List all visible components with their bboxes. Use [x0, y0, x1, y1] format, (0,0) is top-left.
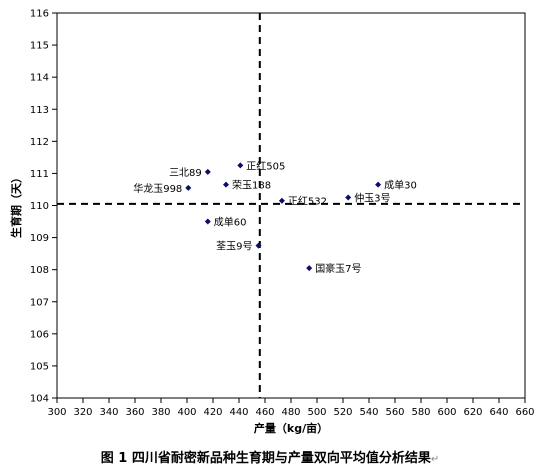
y-axis-ticks: 104 105 106 107 108 109 110 111 112 113 114 115 116 [30, 9, 57, 405]
point-label: 荃玉9号 [216, 240, 252, 253]
point-label: 成单60 [214, 217, 247, 229]
point-marker [223, 181, 229, 188]
x-tick-label: 300 [47, 407, 66, 418]
x-tick-label: 480 [281, 407, 300, 418]
y-tick-label: 107 [30, 297, 49, 308]
point-marker [345, 194, 352, 201]
x-tick-label: 460 [255, 407, 274, 418]
x-tick-label: 520 [333, 407, 352, 418]
x-tick-label: 340 [99, 407, 118, 418]
x-tick-label: 580 [411, 407, 430, 418]
x-tick-label: 560 [385, 407, 404, 418]
x-tick-label: 440 [229, 407, 248, 418]
point-marker [185, 184, 192, 191]
x-tick-label: 380 [151, 407, 170, 418]
y-tick-label: 116 [30, 9, 49, 20]
caption-return-mark: ↵ [431, 454, 439, 465]
x-tick-label: 640 [489, 407, 508, 418]
y-tick-label: 110 [30, 201, 49, 212]
point-label: 仲玉3号 [354, 191, 390, 204]
figure-caption: 图 1 四川省耐密新品种生育期与产量双向平均值分析结果↵ [101, 450, 440, 466]
point-label: 荣玉188 [232, 180, 271, 192]
y-tick-label: 109 [30, 233, 49, 244]
y-tick-label: 113 [30, 105, 49, 116]
point-label: 正红532 [288, 195, 327, 208]
x-axis-title: 产量（kg/亩） [254, 421, 328, 435]
x-tick-label: 500 [307, 407, 326, 418]
y-tick-label: 115 [30, 41, 49, 52]
point-marker [204, 168, 211, 175]
x-tick-label: 420 [203, 407, 222, 418]
plot-area [56, 12, 526, 399]
point-marker [255, 242, 262, 249]
point-label: 国豪玉7号 [315, 262, 361, 275]
point-label: 华龙玉998 [133, 182, 182, 195]
y-tick-label: 104 [30, 394, 49, 405]
y-tick-label: 105 [30, 361, 49, 372]
y-tick-label: 112 [30, 137, 49, 148]
point-marker [375, 181, 382, 188]
x-tick-label: 540 [359, 407, 378, 418]
x-tick-label: 400 [177, 407, 196, 418]
point-marker [278, 197, 285, 204]
x-tick-label: 620 [463, 407, 482, 418]
y-tick-label: 106 [30, 329, 49, 340]
point-marker [237, 162, 244, 169]
figure-caption-text: 图 1 四川省耐密新品种生育期与产量双向平均值分析结果 [101, 450, 431, 466]
x-tick-label: 660 [515, 407, 534, 418]
point-label: 正红505 [246, 159, 285, 172]
point-marker [204, 218, 211, 225]
y-tick-label: 111 [30, 169, 49, 180]
point-marker [306, 265, 313, 272]
x-tick-label: 600 [437, 407, 456, 418]
y-axis-title: 生育期（天） [9, 172, 23, 238]
y-tick-label: 114 [30, 73, 49, 84]
x-tick-label: 360 [125, 407, 144, 418]
x-tick-label: 320 [73, 407, 92, 418]
x-axis-ticks: 300 320 340 360 380 400 420 440 460 480 500 520 540 5… [47, 398, 535, 418]
point-label: 三北89 [169, 167, 202, 179]
point-label: 成单30 [384, 180, 417, 192]
y-tick-label: 108 [30, 265, 49, 276]
